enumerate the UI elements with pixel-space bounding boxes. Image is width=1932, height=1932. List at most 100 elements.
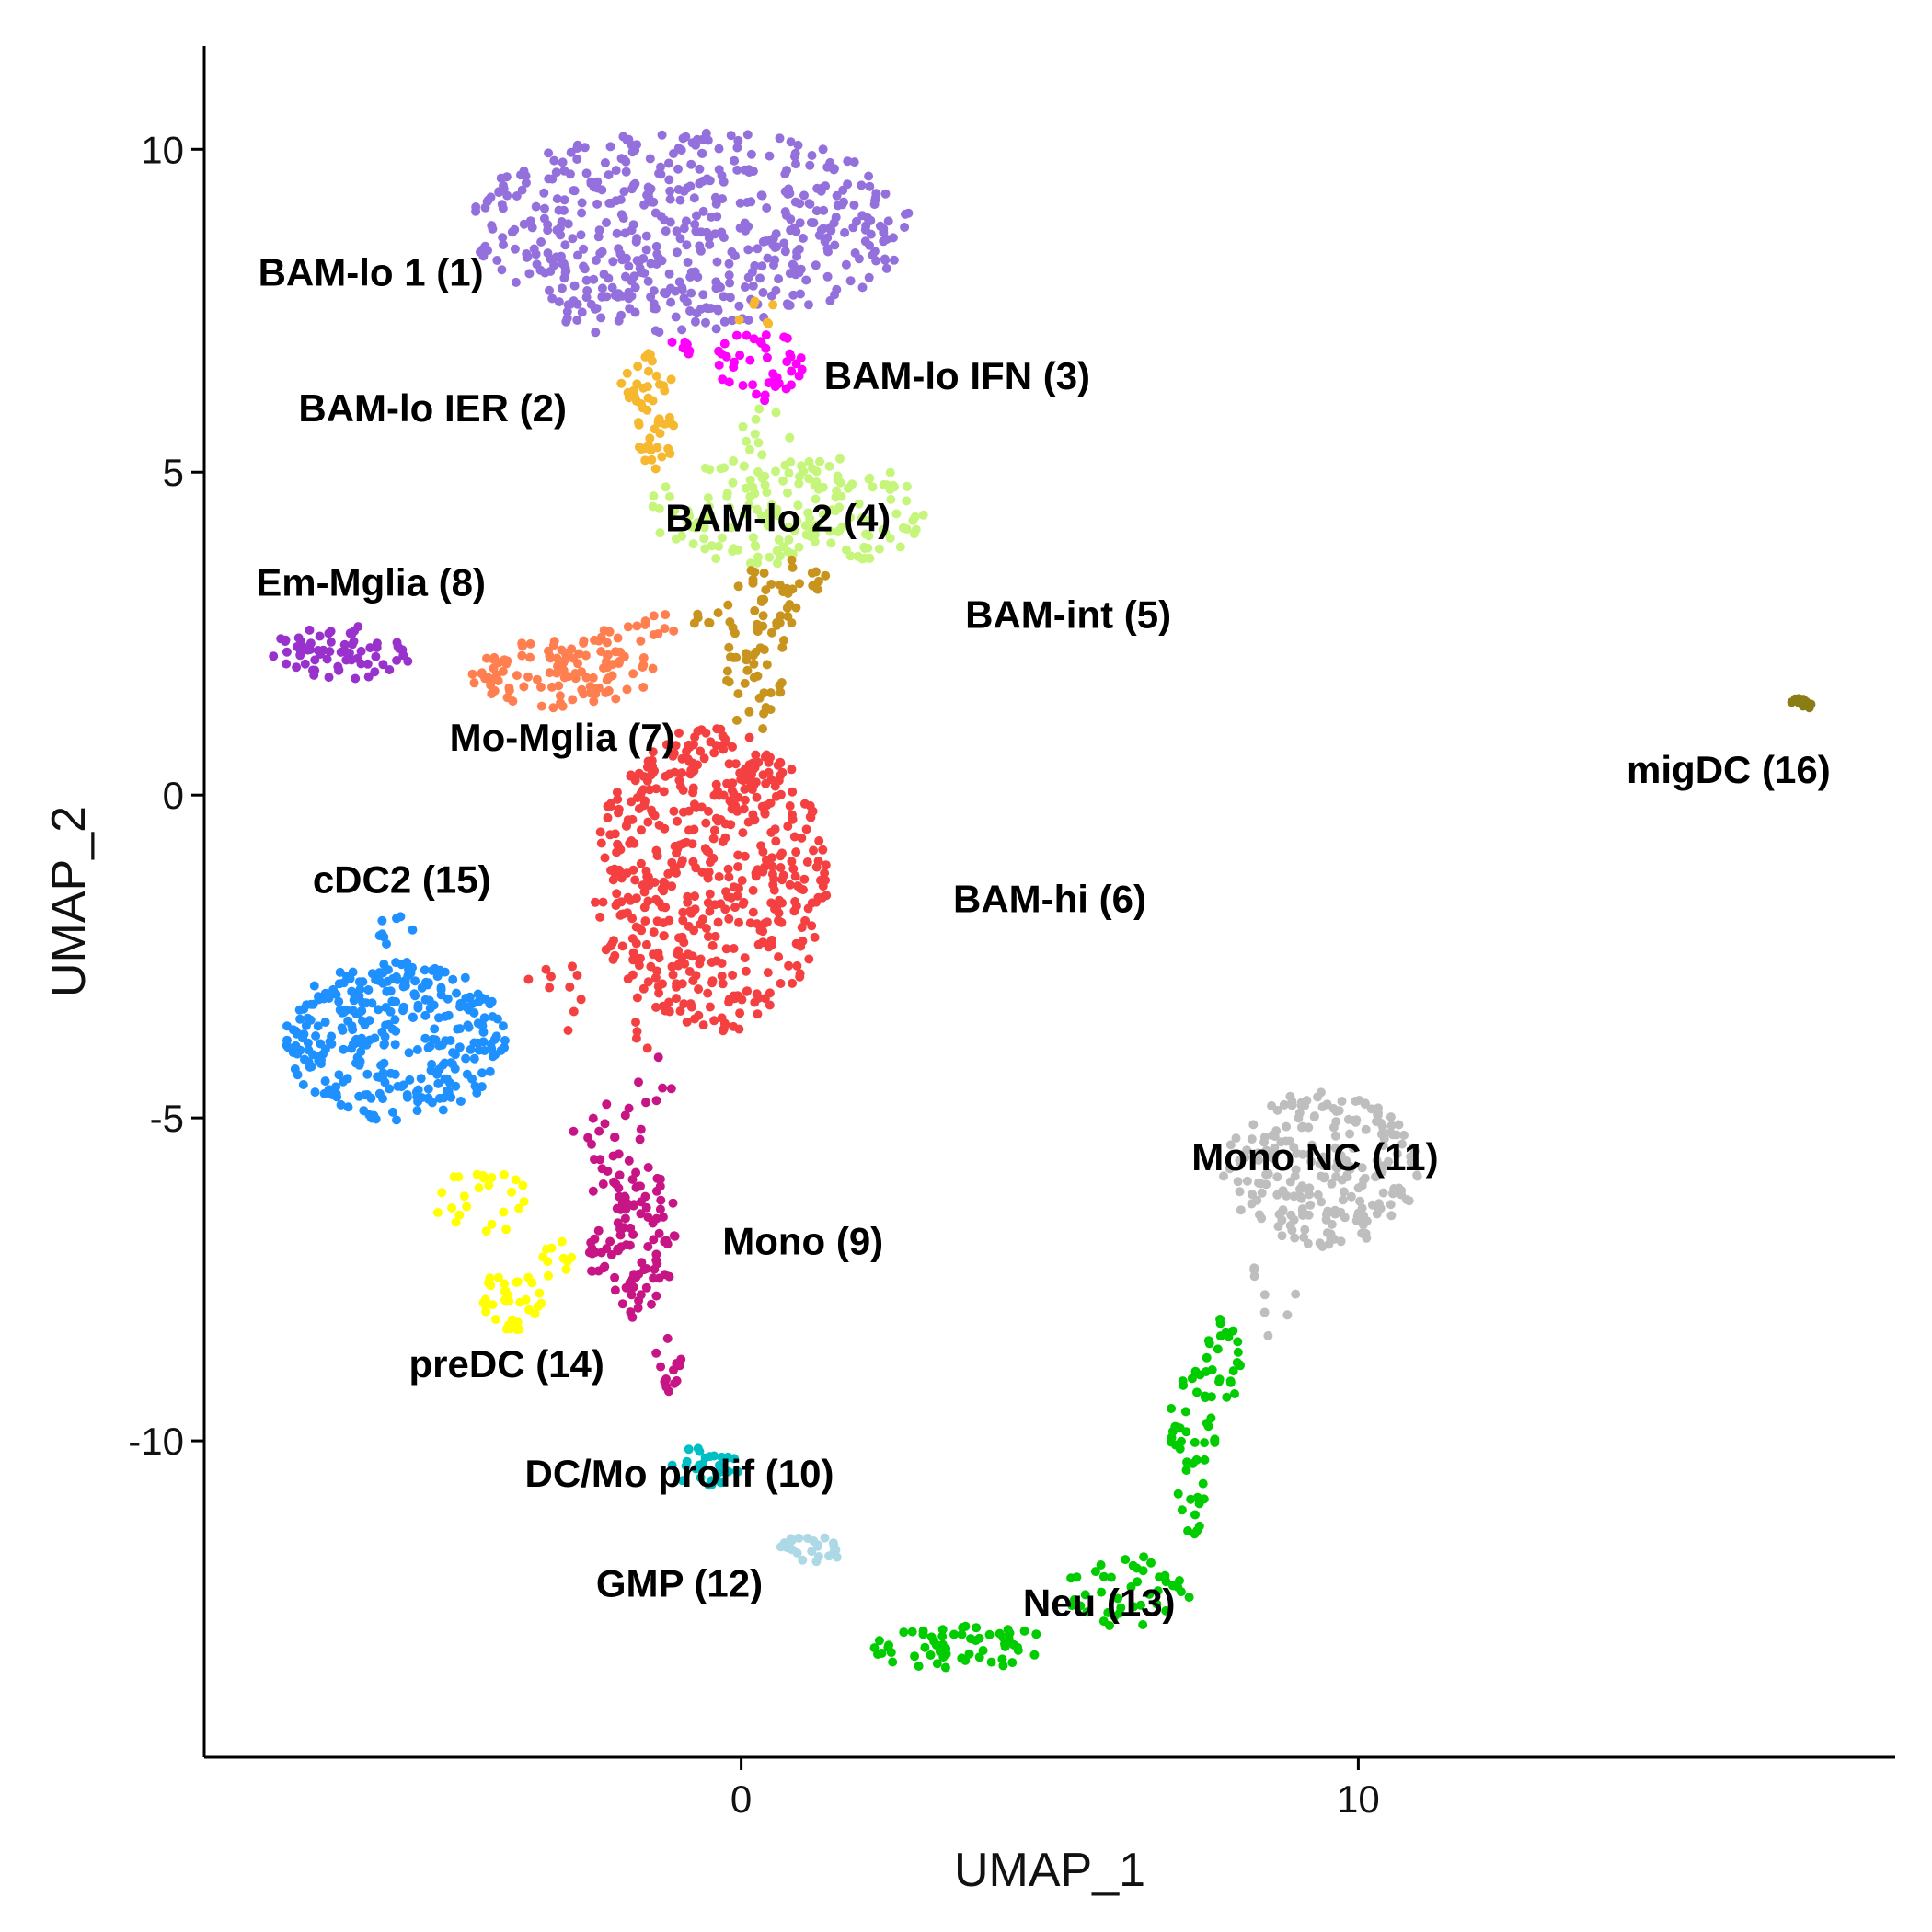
point-bam-lo-1-1 (742, 130, 753, 140)
point-cdc2-15 (492, 1014, 502, 1024)
point-neu-13 (1200, 1455, 1210, 1465)
point-bam-lo-2-4 (699, 534, 709, 544)
point-predc-14 (542, 1244, 551, 1254)
point-mono-9 (590, 1155, 599, 1165)
point-bam-hi-6 (688, 740, 698, 750)
point-bam-lo-1-1 (581, 275, 592, 285)
point-neu-13 (1136, 1600, 1145, 1610)
point-mo-mglia-7 (545, 668, 555, 678)
point-bam-hi-6 (608, 875, 618, 885)
point-bam-lo-2-4 (874, 544, 884, 554)
point-bam-hi-6 (622, 868, 632, 879)
point-bam-lo-2-4 (885, 534, 895, 543)
point-bam-hi-6 (821, 860, 831, 870)
point-mono-9 (609, 1177, 619, 1187)
point-bam-lo-1-1 (554, 297, 564, 307)
point-bam-hi-6 (788, 864, 799, 874)
point-bam-lo-1-1 (656, 169, 666, 179)
point-bam-lo-1-1 (611, 196, 621, 206)
point-bam-hi-6 (716, 724, 726, 734)
point-bam-hi-6 (758, 926, 768, 937)
point-bam-int-5 (821, 570, 831, 581)
point-cdc2-15 (388, 1107, 397, 1117)
point-bam-hi-6 (777, 767, 788, 777)
point-bam-hi-6 (696, 954, 706, 964)
point-bam-hi-6 (669, 806, 679, 816)
point-mono-nc-11 (1346, 1191, 1356, 1202)
point-dc-mo-prolif-10 (722, 1453, 732, 1463)
cluster-label-bam-lo-2-4: BAM-lo 2 (4) (665, 496, 891, 539)
point-mono-9 (647, 1299, 656, 1309)
point-bam-lo-1-1 (762, 203, 772, 213)
point-mo-mglia-7 (636, 636, 646, 646)
point-em-mglia-8 (300, 659, 310, 669)
point-bam-lo-1-1 (696, 227, 707, 237)
point-cdc2-15 (290, 1064, 300, 1074)
point-bam-lo-1-1 (672, 247, 682, 258)
point-cdc2-15 (295, 1014, 305, 1024)
point-mono-nc-11 (1330, 1143, 1340, 1153)
point-bam-lo-ier-2 (644, 366, 653, 376)
point-cdc2-15 (356, 1047, 366, 1057)
point-bam-lo-2-4 (918, 510, 928, 520)
point-bam-lo-1-1 (701, 128, 711, 138)
point-bam-hi-6 (693, 760, 702, 770)
point-neu-13 (1214, 1376, 1224, 1386)
point-neu-13 (1072, 1572, 1082, 1582)
point-bam-lo-1-1 (539, 188, 549, 198)
point-bam-lo-2-4 (762, 488, 772, 498)
point-cdc2-15 (488, 1052, 498, 1062)
point-mo-mglia-7 (558, 665, 569, 675)
point-bam-hi-6 (614, 804, 624, 814)
point-mono-9 (672, 1375, 682, 1386)
point-mono-nc-11 (1304, 1122, 1314, 1133)
point-bam-lo-1-1 (740, 282, 750, 292)
point-bam-int-5 (733, 689, 743, 699)
point-bam-lo-1-1 (639, 268, 650, 278)
point-cdc2-15 (473, 1018, 483, 1029)
point-bam-int-5 (777, 642, 788, 652)
point-neu-13 (1013, 1645, 1023, 1655)
point-mono-9 (628, 1282, 638, 1293)
point-mono-nc-11 (1336, 1207, 1346, 1217)
point-bam-hi-6 (701, 728, 711, 738)
point-cdc2-15 (462, 1069, 472, 1079)
point-mo-mglia-7 (508, 696, 518, 707)
point-mono-9 (602, 1244, 612, 1254)
point-cdc2-15 (320, 1076, 330, 1087)
point-bam-lo-2-4 (738, 421, 748, 431)
point-bam-int-5 (752, 619, 762, 629)
point-bam-hi-6 (672, 994, 681, 1004)
point-bam-lo-1-1 (689, 193, 699, 203)
point-bam-hi-6 (699, 753, 709, 764)
point-neu-13 (1180, 1407, 1190, 1417)
point-bam-lo-2-4 (671, 534, 681, 544)
point-bam-int-5 (782, 603, 792, 613)
point-bam-lo-1-1 (864, 272, 874, 282)
point-neu-13 (1186, 1494, 1196, 1504)
point-mono-nc-11 (1351, 1215, 1362, 1225)
point-em-mglia-8 (281, 637, 290, 647)
point-bam-lo-ier-2 (764, 318, 774, 328)
point-bam-lo-1-1 (558, 259, 569, 269)
point-bam-lo-1-1 (597, 185, 607, 195)
point-bam-hi-6 (661, 771, 671, 781)
point-cdc2-15 (478, 1027, 489, 1037)
point-bam-hi-6 (591, 897, 600, 907)
point-predc-14 (499, 1207, 509, 1217)
point-cdc2-15 (309, 981, 319, 991)
point-em-mglia-8 (295, 646, 305, 656)
y-tick-label: 5 (163, 451, 184, 494)
point-predc-14 (524, 1305, 535, 1315)
point-bam-lo-1-1 (761, 236, 771, 246)
point-bam-lo-2-4 (728, 477, 738, 488)
point-bam-hi-6 (783, 822, 793, 832)
point-bam-lo-1-1 (830, 240, 840, 250)
point-bam-lo-1-1 (889, 255, 899, 265)
point-bam-lo-2-4 (895, 542, 905, 552)
point-cdc2-15 (465, 992, 475, 1002)
point-em-mglia-8 (378, 660, 388, 670)
point-bam-hi-6 (728, 742, 737, 752)
point-bam-lo-1-1 (804, 300, 813, 310)
point-bam-hi-6 (735, 1008, 745, 1018)
